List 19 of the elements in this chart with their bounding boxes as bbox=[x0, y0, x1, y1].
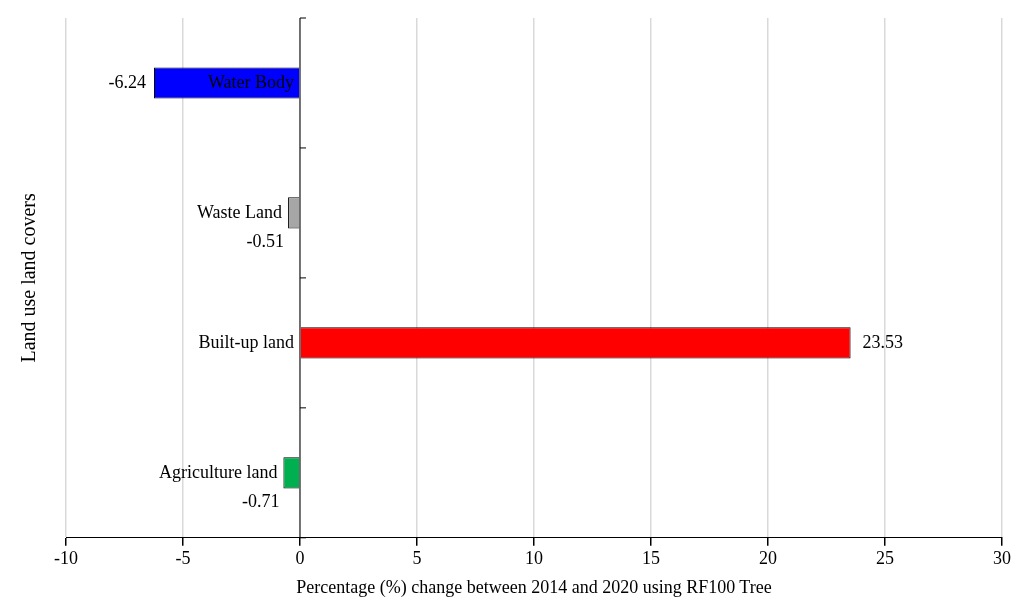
x-tick-label: 5 bbox=[412, 548, 422, 569]
x-tick-label: -5 bbox=[175, 548, 191, 569]
y-tick-label: Agriculture land bbox=[158, 461, 278, 482]
x-tick-label: 25 bbox=[876, 548, 894, 569]
x-tick-label: 30 bbox=[993, 548, 1011, 569]
y-tick-label: Waste Land bbox=[197, 201, 283, 222]
y-tick-label: Water Body bbox=[207, 71, 294, 92]
x-tick-label: 15 bbox=[642, 548, 660, 569]
data-label: 23.53 bbox=[862, 331, 904, 352]
x-tick-label: 10 bbox=[525, 548, 543, 569]
data-label: -0.71 bbox=[241, 491, 280, 512]
x-axis-title: Percentage (%) change between 2014 and 2020 using RF100 Tree bbox=[296, 576, 772, 598]
data-label: -6.24 bbox=[108, 71, 146, 92]
y-tick-label: Built-up land bbox=[198, 331, 294, 352]
x-tick-label: -10 bbox=[54, 548, 78, 569]
x-tick-label: 0 bbox=[295, 548, 305, 569]
y-axis-title: Land use land covers bbox=[17, 192, 40, 363]
x-tick-label: 20 bbox=[759, 548, 777, 569]
data-label: -0.51 bbox=[246, 231, 285, 252]
